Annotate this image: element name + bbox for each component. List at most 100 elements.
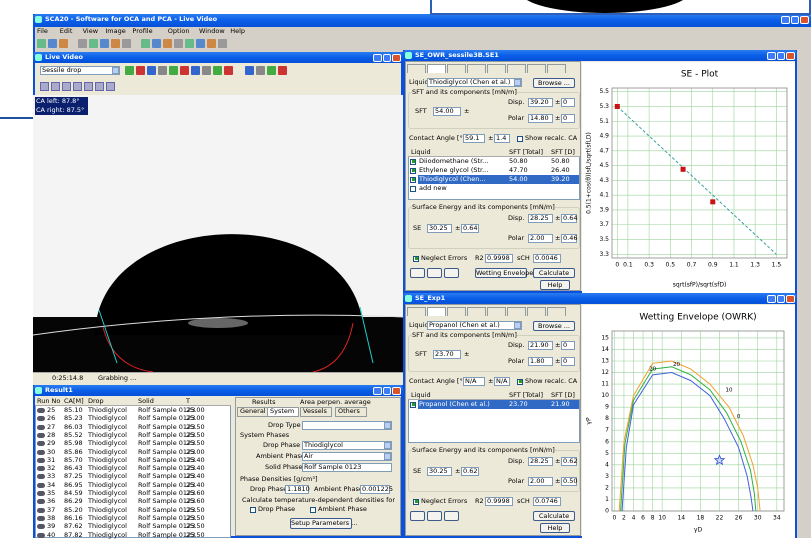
toolbar-icon[interactable] bbox=[122, 39, 131, 48]
checkbox[interactable] bbox=[517, 135, 523, 142]
text-field[interactable] bbox=[302, 421, 392, 430]
dropdown-arrow[interactable] bbox=[384, 453, 391, 460]
dropdown-arrow[interactable] bbox=[112, 67, 119, 74]
toolbar-icon[interactable] bbox=[136, 66, 145, 75]
button[interactable]: Browse ... bbox=[533, 78, 575, 88]
toolbar-icon[interactable] bbox=[89, 39, 98, 48]
toolbar-icon[interactable] bbox=[180, 66, 189, 75]
toolbar-icon[interactable] bbox=[224, 66, 233, 75]
toolbar-icon[interactable] bbox=[278, 66, 287, 75]
text-field[interactable] bbox=[360, 485, 390, 494]
tab[interactable] bbox=[527, 64, 546, 73]
toolbar-icon[interactable] bbox=[125, 66, 134, 75]
tab[interactable] bbox=[527, 307, 546, 316]
dropdown-arrow[interactable] bbox=[384, 442, 391, 449]
text-field[interactable] bbox=[427, 78, 522, 87]
window-control[interactable] bbox=[373, 53, 382, 62]
text-field[interactable] bbox=[461, 467, 479, 476]
window-control[interactable] bbox=[786, 51, 795, 60]
toolbar-icon[interactable] bbox=[267, 66, 276, 75]
toolbar-icon[interactable] bbox=[51, 82, 60, 91]
window-control[interactable] bbox=[373, 386, 382, 395]
toolbar-icon[interactable] bbox=[185, 39, 194, 48]
text-field[interactable] bbox=[494, 377, 510, 386]
tab[interactable] bbox=[487, 307, 506, 316]
toolbar-icon[interactable] bbox=[84, 82, 93, 91]
tab[interactable] bbox=[407, 64, 426, 73]
toolbar-icon[interactable] bbox=[169, 66, 178, 75]
button[interactable] bbox=[427, 511, 442, 521]
button[interactable]: Help bbox=[540, 280, 570, 290]
toolbar-icon[interactable] bbox=[163, 39, 172, 48]
window-control[interactable] bbox=[392, 386, 401, 395]
tab[interactable] bbox=[447, 307, 466, 316]
tab[interactable] bbox=[335, 407, 367, 417]
text-field[interactable] bbox=[561, 114, 575, 123]
button[interactable] bbox=[410, 511, 425, 521]
tab[interactable] bbox=[267, 407, 299, 417]
button[interactable]: Calculate bbox=[533, 268, 575, 278]
button[interactable]: Calculate bbox=[533, 511, 575, 521]
window-control[interactable] bbox=[781, 15, 790, 24]
tab[interactable] bbox=[407, 307, 426, 316]
toolbar-icon[interactable] bbox=[48, 39, 57, 48]
text-field[interactable] bbox=[433, 107, 461, 116]
toolbar-icon[interactable] bbox=[141, 39, 150, 48]
text-field[interactable] bbox=[561, 98, 575, 107]
text-field[interactable] bbox=[528, 357, 553, 366]
tab[interactable] bbox=[487, 64, 506, 73]
window-control[interactable] bbox=[800, 15, 809, 24]
window-control[interactable] bbox=[382, 386, 391, 395]
text-field[interactable] bbox=[528, 457, 553, 466]
dropdown-arrow[interactable] bbox=[514, 79, 521, 86]
tab[interactable] bbox=[427, 64, 446, 73]
text-field[interactable] bbox=[427, 467, 452, 476]
toolbar-icon[interactable] bbox=[152, 39, 161, 48]
window-control[interactable] bbox=[382, 53, 391, 62]
text-field[interactable] bbox=[561, 234, 577, 243]
text-field[interactable] bbox=[427, 321, 522, 330]
text-field[interactable] bbox=[528, 234, 553, 243]
window-control[interactable] bbox=[767, 51, 776, 60]
text-field[interactable] bbox=[561, 477, 577, 486]
text-field[interactable] bbox=[528, 341, 553, 350]
toolbar-icon[interactable] bbox=[256, 66, 265, 75]
toolbar-icon[interactable] bbox=[37, 39, 46, 48]
button[interactable] bbox=[427, 268, 442, 278]
text-field[interactable] bbox=[561, 214, 577, 223]
button[interactable]: Help bbox=[540, 523, 570, 533]
tab[interactable] bbox=[547, 64, 566, 73]
button[interactable] bbox=[444, 268, 459, 278]
tab[interactable] bbox=[300, 407, 332, 417]
text-field[interactable] bbox=[461, 224, 479, 233]
toolbar-icon[interactable] bbox=[100, 39, 109, 48]
toolbar-icon[interactable] bbox=[191, 66, 200, 75]
text-field[interactable] bbox=[528, 477, 553, 486]
dropdown-arrow[interactable] bbox=[384, 422, 391, 429]
text-field[interactable] bbox=[302, 452, 392, 461]
text-field[interactable] bbox=[494, 134, 510, 143]
button[interactable]: Browse ... bbox=[533, 321, 575, 331]
toolbar-icon[interactable] bbox=[62, 82, 71, 91]
text-field[interactable] bbox=[485, 254, 513, 263]
toolbar-icon[interactable] bbox=[106, 82, 115, 91]
toolbar-icon[interactable] bbox=[245, 66, 254, 75]
window-control[interactable] bbox=[776, 51, 785, 60]
text-field[interactable] bbox=[528, 98, 553, 107]
text-field[interactable] bbox=[427, 224, 452, 233]
toolbar-icon[interactable] bbox=[202, 66, 211, 75]
tab[interactable] bbox=[507, 307, 526, 316]
toolbar-icon[interactable] bbox=[196, 39, 205, 48]
tab[interactable] bbox=[447, 64, 466, 73]
text-field[interactable] bbox=[463, 377, 485, 386]
text-field[interactable] bbox=[302, 463, 392, 472]
text-field[interactable] bbox=[433, 350, 461, 359]
tab[interactable] bbox=[467, 64, 486, 73]
text-field[interactable] bbox=[561, 341, 575, 350]
window-control[interactable] bbox=[392, 53, 401, 62]
toolbar-icon[interactable] bbox=[158, 66, 167, 75]
dropdown-arrow[interactable] bbox=[514, 322, 521, 329]
checkbox[interactable] bbox=[250, 507, 256, 513]
text-field[interactable] bbox=[533, 254, 561, 263]
text-field[interactable] bbox=[285, 485, 309, 494]
